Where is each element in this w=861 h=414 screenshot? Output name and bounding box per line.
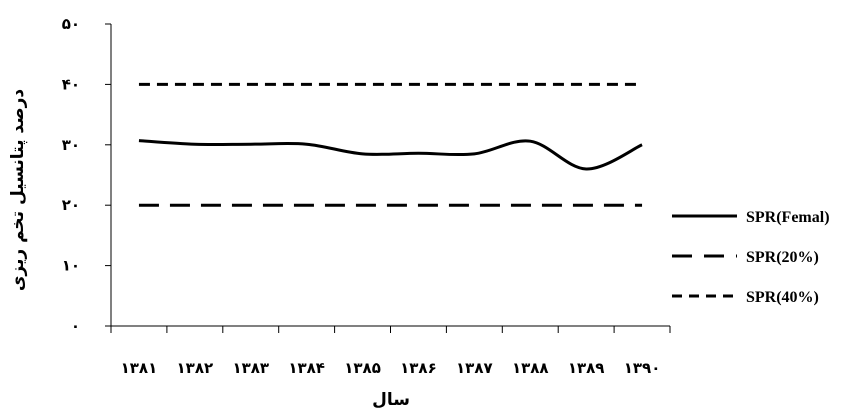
x-tick-label: ۱۳۸۸ <box>512 359 549 377</box>
series-line-spr-femal <box>138 139 643 171</box>
y-tick-label: ۲۰ <box>62 196 80 214</box>
x-tick-label: ۱۳۸۹ <box>568 359 605 377</box>
y-axis-title: درصد پتانسیل تخم ریزی <box>8 89 28 292</box>
y-tick-label: ۱۰ <box>62 257 80 275</box>
x-tick-label: ۱۳۸۱ <box>121 359 158 377</box>
legend-label: SPR(20%) <box>746 249 819 266</box>
x-tick-label: ۱۳۸۵ <box>344 359 381 377</box>
y-tick-labels: ۰ ۱۰ ۲۰ ۳۰ ۴۰ ۵۰ <box>62 15 80 335</box>
x-tick-labels: ۱۳۸۱ ۱۳۸۲ ۱۳۸۳ ۱۳۸۴ ۱۳۸۵ ۱۳۸۶ ۱۳۸۷ ۱۳۸۸ ۱۳۸۹ ۱۳۹۰ <box>121 359 661 377</box>
axis-ticks <box>105 23 671 333</box>
x-axis-title: سال <box>372 390 410 410</box>
x-tick-label: ۱۳۸۴ <box>288 359 325 377</box>
y-tick-label: ۴۰ <box>62 75 80 93</box>
x-tick-label: ۱۳۸۳ <box>232 359 269 377</box>
legend: SPR(Femal) SPR(20%) SPR(40%) <box>672 209 830 306</box>
legend-label: SPR(40%) <box>746 289 819 306</box>
y-tick-label: ۵۰ <box>62 15 80 33</box>
y-tick-label: ۳۰ <box>62 136 80 154</box>
legend-label: SPR(Femal) <box>746 209 830 226</box>
x-tick-label: ۱۳۹۰ <box>624 359 661 377</box>
series-lines <box>138 82 643 207</box>
x-tick-label: ۱۳۸۲ <box>177 359 214 377</box>
y-tick-label: ۰ <box>71 317 80 335</box>
x-tick-label: ۱۳۸۷ <box>456 359 493 377</box>
x-tick-label: ۱۳۸۶ <box>400 359 437 377</box>
